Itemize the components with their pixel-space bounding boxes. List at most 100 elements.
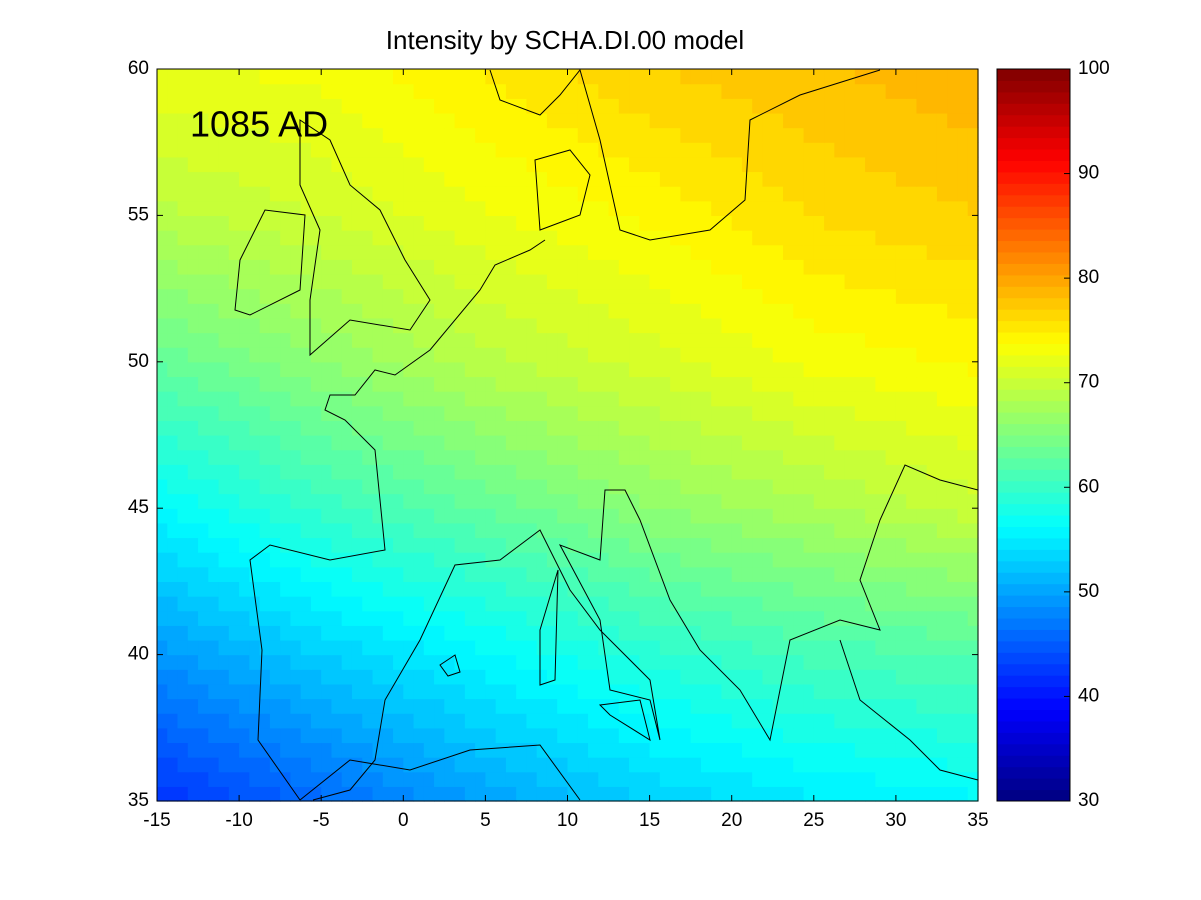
field-cell [783,244,794,260]
field-cell [885,771,897,787]
field-cell [875,332,887,348]
field-cell [218,215,230,231]
field-cell [967,288,979,304]
field-cell [947,303,959,319]
field-cell [413,669,425,685]
field-cell [557,98,569,114]
field-cell [834,757,846,773]
field-cell [762,757,774,773]
field-cell [516,273,528,290]
field-cell [865,757,876,773]
field-cell [331,361,343,378]
field-cell [936,654,948,670]
y-tick-label: 40 [128,644,149,665]
field-cell [834,376,846,392]
field-cell [382,771,394,787]
field-cell [783,757,794,773]
field-cell [208,713,220,729]
field-cell [834,303,846,319]
field-cell [659,669,671,685]
field-cell [936,478,948,495]
field-cell [926,493,938,509]
field-cell [403,478,415,495]
field-cell [351,596,363,612]
field-cell [916,127,928,143]
field-cell [711,273,723,290]
field-cell [844,552,856,568]
field-cell [454,727,466,744]
field-cell [485,215,497,231]
field-cell [813,288,825,304]
field-cell [228,200,240,216]
field-cell [187,727,199,744]
field-cell [269,742,281,758]
field-cell [280,215,292,231]
field-cell [844,654,856,670]
field-cell [844,420,856,436]
field-cell [690,478,702,495]
field-cell [731,391,743,407]
field-cell [546,83,558,99]
field-cell [228,596,240,612]
field-cell [434,259,445,275]
field-cell [629,215,640,231]
field-cell [741,127,753,143]
field-cell [351,215,363,231]
field-cell [280,200,292,216]
field-cell [280,420,292,436]
field-cell [783,786,794,802]
field-cell [629,435,640,451]
field-cell [382,230,394,246]
field-cell [413,435,425,451]
field-cell [310,522,322,539]
field-cell [167,259,179,275]
field-cell [167,127,179,143]
field-cell [577,142,589,158]
field-cell [546,639,558,656]
field-cell [526,625,538,641]
field-cell [505,244,517,260]
field-cell [423,391,435,407]
field-cell [680,537,692,553]
field-cell [967,69,979,85]
field-cell [331,230,343,246]
field-cell [803,508,815,524]
field-cell [526,435,538,451]
field-cell [351,376,363,392]
field-cell [865,683,876,700]
field-cell [269,230,281,246]
field-cell [967,654,979,670]
field-cell [659,317,671,334]
field-cell [259,552,271,568]
field-cell [854,698,866,714]
field-cell [906,347,918,363]
field-cell [269,332,281,348]
field-cell [967,727,979,744]
field-cell [772,420,784,436]
field-cell [926,347,938,363]
field-cell [834,200,846,216]
field-cell [187,273,199,290]
field-cell [618,566,630,582]
field-cell [372,493,384,509]
field-cell [300,771,312,787]
field-cell [588,566,599,582]
field-cell [434,654,445,670]
field-cell [382,683,394,700]
field-cell [239,522,250,539]
field-cell [187,69,199,85]
field-cell [721,654,733,670]
field-cell [967,127,979,143]
field-cell [485,98,497,114]
field-cell [485,376,497,392]
field-cell [208,230,220,246]
field-cell [649,259,661,275]
field-cell [670,566,681,582]
field-cell [649,303,661,319]
field-cell [382,537,394,553]
field-cell [177,332,189,348]
field-cell [454,200,466,216]
field-cell [157,669,168,685]
field-cell [711,303,723,319]
field-cell [495,639,507,656]
